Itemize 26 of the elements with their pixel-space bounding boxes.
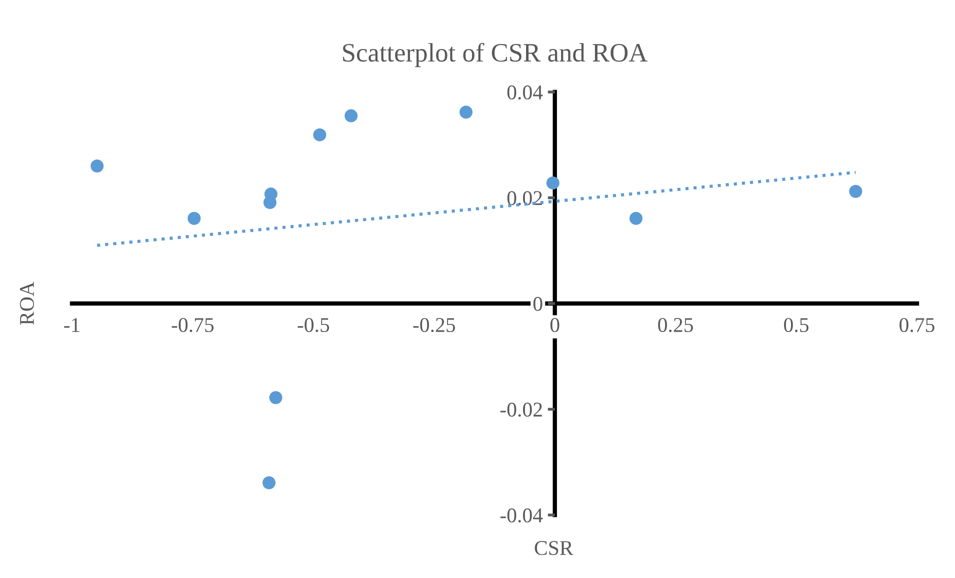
point: [269, 391, 282, 404]
x-tick-label: 0: [550, 318, 560, 332]
x-tick-label: 0.5: [784, 318, 808, 332]
x-tick-label: 0.75: [900, 318, 934, 332]
y-tick-label: 0.04: [507, 85, 543, 100]
point: [629, 212, 642, 225]
y-tick-label: -0.02: [500, 402, 542, 417]
x-tick-label: -1: [64, 318, 80, 332]
point: [344, 109, 358, 122]
y-tick-label: 0: [533, 296, 542, 311]
point: [460, 106, 473, 119]
chart-title: Scatterplot of CSR and ROA: [343, 42, 648, 68]
point: [546, 176, 560, 190]
x-tick-label: -0.25: [413, 318, 456, 332]
point: [90, 160, 104, 173]
point: [262, 476, 276, 490]
x-tick-label: -0.75: [172, 318, 214, 332]
y-tick-label: -0.04: [500, 508, 543, 523]
point: [188, 212, 201, 225]
x-tick-label: -0.5: [298, 318, 330, 332]
point: [313, 128, 326, 142]
point: [849, 184, 862, 198]
y-axis-title: ROA: [20, 282, 34, 325]
point: [263, 196, 276, 210]
x-axis-title: CSR: [534, 541, 574, 556]
x-tick-label: 0.25: [658, 318, 693, 332]
